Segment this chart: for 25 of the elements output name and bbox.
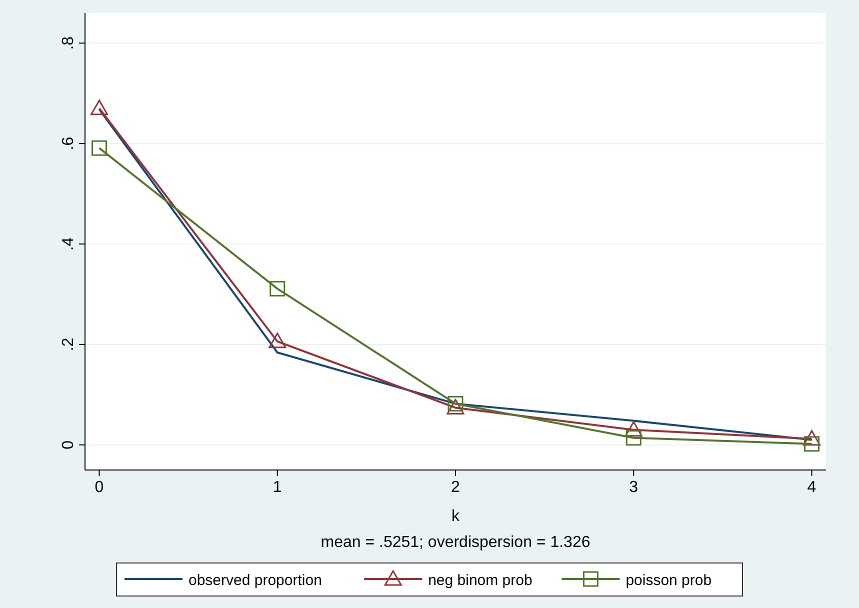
- text: mean = .5251; overdispersion = 1.326: [320, 534, 590, 551]
- point: [448, 396, 464, 412]
- point: [804, 436, 820, 452]
- legend-label: poisson prob: [626, 572, 712, 589]
- y-tick-label: .8: [60, 36, 77, 50]
- y-tick-label: 0: [60, 440, 77, 450]
- point: [268, 332, 286, 348]
- point: [446, 398, 464, 414]
- x-axis-title: k: [452, 508, 460, 525]
- y-tick-label: .2: [60, 338, 77, 352]
- legend-label: neg binom prob: [428, 572, 532, 589]
- y-tick-label: .4: [60, 237, 77, 251]
- x-tick-label: 0: [94, 479, 104, 496]
- legend-label: observed proportion: [188, 572, 322, 589]
- x-tick-label: 1: [272, 479, 282, 496]
- point: [270, 280, 286, 296]
- point: [624, 421, 642, 437]
- point: [92, 140, 107, 156]
- x-tick-label: 4: [807, 479, 816, 496]
- point: [803, 430, 820, 446]
- point: [626, 430, 642, 446]
- x-tick-label: 2: [451, 479, 460, 496]
- y-tick-label: .6: [60, 136, 77, 150]
- x-tick-label: 3: [629, 479, 638, 496]
- point: [90, 100, 108, 116]
